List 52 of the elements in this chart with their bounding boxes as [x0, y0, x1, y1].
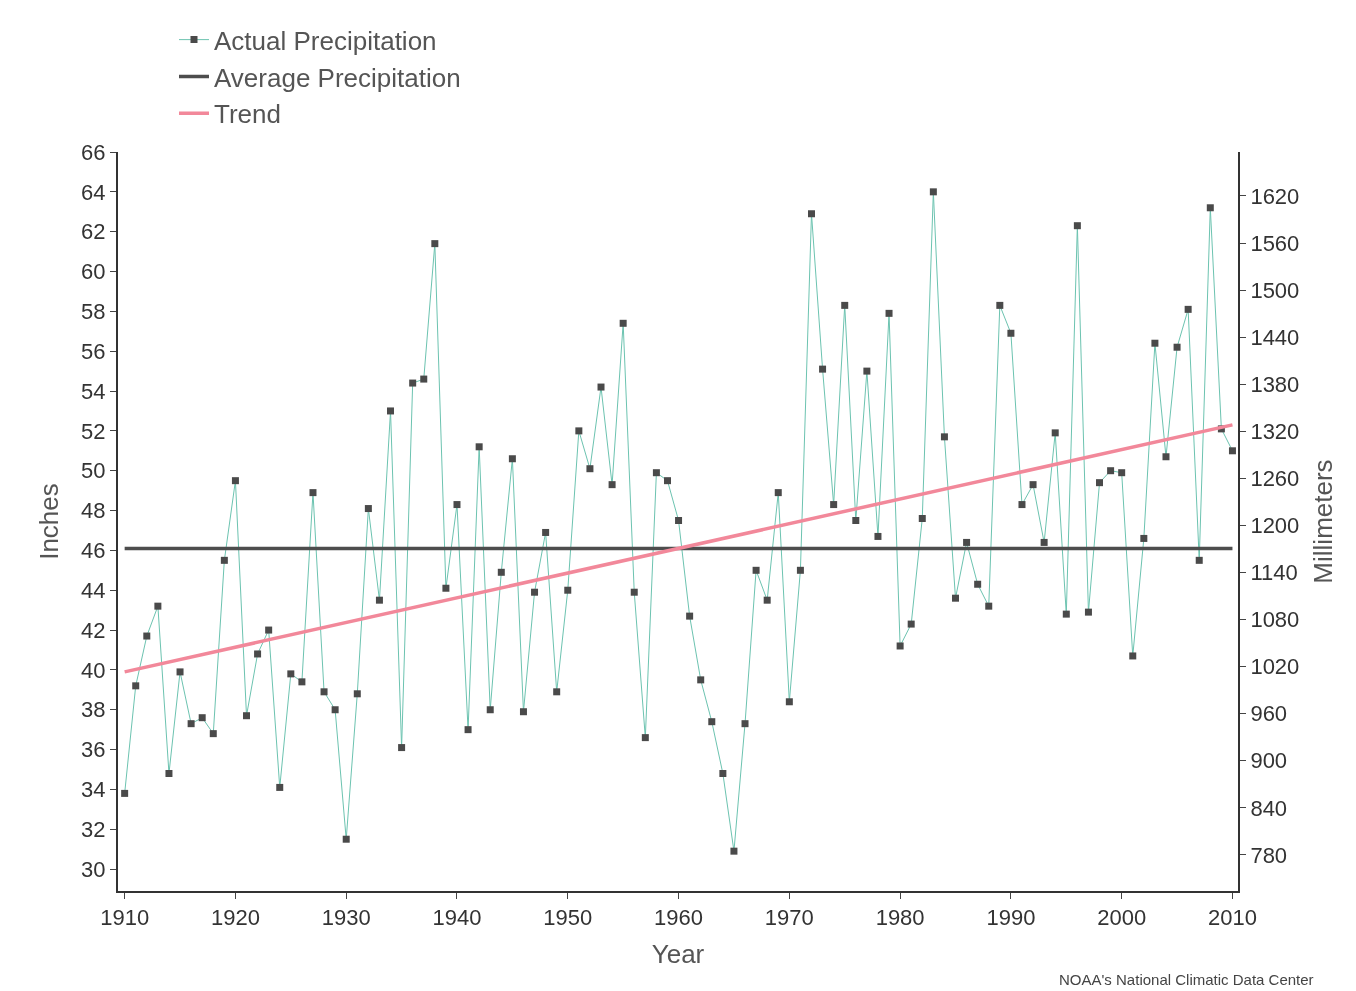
y2-tick-label: 960 [1250, 701, 1288, 727]
x-axis-title: Year [651, 938, 705, 969]
x-tick-label: 1950 [543, 905, 593, 931]
y-tick-label: 40 [81, 657, 106, 683]
x-tick-label: 2000 [1097, 905, 1147, 931]
text: NOAA's National Climatic Data Center [1059, 971, 1314, 988]
y2-tick-label: 1200 [1250, 513, 1300, 539]
y-tick-label: 50 [81, 458, 106, 484]
y-tick-label: 46 [81, 538, 106, 564]
y-tick-label: 48 [81, 498, 106, 524]
y-tick-label: 60 [81, 259, 106, 285]
y2-tick-label: 1020 [1250, 654, 1300, 680]
y2-tick-label: 1140 [1250, 560, 1298, 586]
y2-tick-label: 1620 [1250, 183, 1300, 209]
x-tick-label: 2010 [1207, 905, 1257, 931]
x-tick-label: 1970 [764, 905, 814, 931]
y-tick-label: 42 [81, 617, 106, 643]
y2-tick-label: 900 [1250, 748, 1288, 774]
x-tick-label: 1920 [210, 905, 260, 931]
y2-tick-label: 840 [1250, 795, 1288, 821]
x-tick-label: 1940 [432, 905, 482, 931]
y-tick-label: 36 [81, 737, 106, 763]
y-tick-label: 44 [81, 577, 106, 603]
y-tick-label: 66 [81, 139, 106, 165]
y-tick-label: 38 [81, 697, 106, 723]
y-tick-label: 34 [81, 777, 106, 803]
y-tick-label: 52 [81, 418, 106, 444]
y-tick-label: 54 [81, 378, 106, 404]
y2-tick-label: 1500 [1250, 277, 1300, 303]
y2-tick-label: 1560 [1250, 230, 1300, 256]
legend-label: Actual Precipitation [214, 25, 437, 56]
x-tick-label: 1930 [321, 905, 371, 931]
y2-tick-label: 1080 [1250, 607, 1300, 633]
y-tick-label: 30 [81, 856, 106, 882]
y-tick-label: 62 [81, 219, 106, 245]
y-tick-label: 56 [81, 338, 106, 364]
legend-label: Trend [214, 99, 281, 130]
y2-tick-label: 1320 [1250, 418, 1300, 444]
x-tick-label: 1980 [875, 905, 925, 931]
y2-tick-label: 1260 [1250, 466, 1300, 492]
y2-tick-label: 1380 [1250, 371, 1300, 397]
y-axis-title: Inches [34, 483, 65, 560]
y2-tick-label: 780 [1250, 842, 1288, 868]
legend-label: Average Precipitation [214, 62, 461, 93]
y-tick-label: 58 [81, 299, 106, 325]
x-tick-label: 1910 [100, 905, 150, 931]
y2-tick-label: 1440 [1250, 324, 1300, 350]
x-tick-label: 1990 [986, 905, 1036, 931]
x-tick-label: 1960 [654, 905, 704, 931]
y2-axis-title: Millimeters [1307, 459, 1338, 584]
y-tick-label: 64 [81, 179, 106, 205]
y-tick-label: 32 [81, 816, 106, 842]
